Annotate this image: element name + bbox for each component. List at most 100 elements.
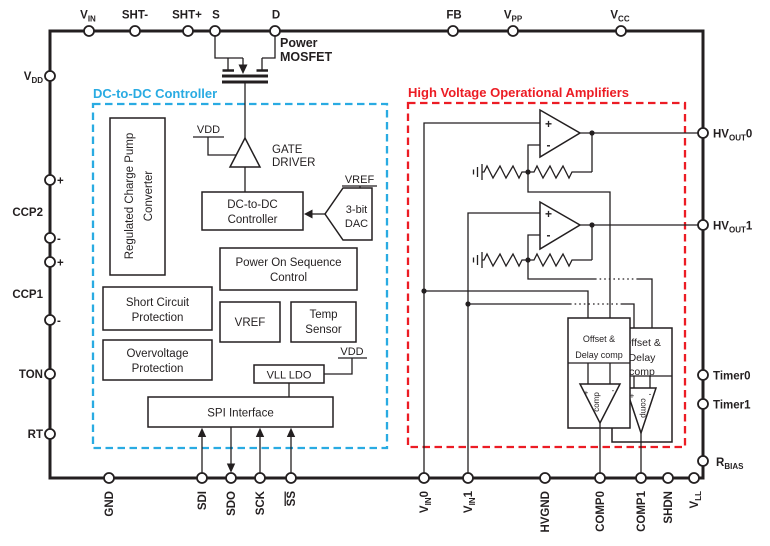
pin-sdo: [225, 472, 237, 484]
comp0-comp-label: comp: [592, 392, 601, 412]
opamp1-triangle-icon: [539, 200, 582, 251]
sdo-arrow-icon: [226, 463, 236, 473]
hv-dashed-box: [406, 101, 687, 449]
resistor1-icon: [482, 252, 592, 268]
pin-label-vll: VLL: [689, 491, 703, 509]
opamp0-plus: +: [545, 117, 552, 131]
pin-label-hvout1: HVOUT1: [713, 221, 753, 235]
comp1-label-line2: Delay: [629, 352, 657, 364]
posc-label-line1: Power On Sequence: [235, 257, 341, 269]
pin-rbias: [697, 455, 709, 467]
posc-label-line2: Control: [270, 272, 307, 284]
pin-sign-ccp1-plus: +: [57, 258, 64, 270]
pin-label-d: D: [272, 10, 280, 22]
pin-sign-ccp2-plus: +: [57, 176, 64, 188]
right-pin-labels: HVOUT0 HVOUT1 Timer0 Timer1 RBIAS: [713, 129, 753, 472]
dcdc-controller-label-line1: DC-to-DC: [227, 199, 277, 211]
pin-sck: [254, 472, 266, 484]
short-circuit-label-line1: Short Circuit: [126, 297, 190, 309]
pin-label-sht-neg: SHT-: [122, 10, 148, 22]
gate-driver: VDD GATE DRIVER: [193, 124, 315, 192]
pin-circles: [44, 25, 709, 484]
opamp1-minus: -: [547, 228, 551, 242]
temp-label-line1: Temp: [309, 309, 337, 321]
dcdc-section-title: DC-to-DC Controller: [93, 86, 217, 101]
pin-label-vcc: VCC: [610, 10, 629, 24]
mosfet-label-line2: MOSFET: [280, 50, 332, 64]
power-mosfet: Power MOSFET: [214, 31, 332, 139]
offset-delay-comp0: Offset & Delay comp + - comp: [567, 317, 631, 473]
pin-label-rbias: RBIAS: [716, 457, 744, 471]
pin-ton: [44, 368, 56, 380]
pin-label-comp1: COMP1: [636, 490, 648, 532]
pin-timer1: [697, 398, 709, 410]
pin-label-ccp1: CCP1: [12, 289, 43, 301]
comp1-label-line3: comp: [629, 366, 655, 378]
pin-hvout1: [697, 219, 709, 231]
pin-label-timer1: Timer1: [713, 400, 751, 412]
dac-label-line2: DAC: [345, 218, 368, 230]
vdd-ldo-rail-label: VDD: [340, 346, 363, 358]
pin-hvgnd: [539, 472, 551, 484]
pin-hvout0: [697, 127, 709, 139]
ss-arrow-icon: [286, 427, 296, 437]
comp0-triangle-icon: [578, 383, 622, 425]
spi-interface-block: SPI Interface: [147, 396, 334, 473]
comp0-plus: +: [584, 389, 589, 398]
gate-driver-label-line1: GATE: [272, 144, 303, 156]
pin-label-ton: TON: [19, 369, 43, 381]
gate-driver-label-line2: DRIVER: [272, 157, 315, 169]
charge-pump-label-line2: Converter: [143, 171, 155, 222]
comp1-plus: +: [630, 392, 635, 401]
ovp-label-line1: Overvoltage: [126, 348, 188, 360]
pin-shdn: [662, 472, 674, 484]
pin-label-vin1: VIN1: [463, 490, 477, 513]
comp1-comp-label: comp: [639, 398, 648, 418]
pin-fb: [447, 25, 459, 37]
pin-label-timer0: Timer0: [713, 371, 751, 383]
pin-s: [209, 25, 221, 37]
dcdc-controller-block: DC-to-DC Controller: [201, 191, 304, 231]
charge-pump-label-line1: Regulated Charge Pump: [124, 133, 136, 260]
sck-arrow-icon: [255, 427, 265, 437]
vdd-rail-label: VDD: [197, 124, 220, 136]
vll-ldo-block: VDD VLL LDO: [253, 346, 367, 397]
dac-block: VREF 3-bit DAC: [304, 174, 377, 241]
comp1-triangle-icon: [624, 387, 658, 436]
pin-label-comp0: COMP0: [595, 491, 607, 532]
comparator-routing: [424, 290, 635, 328]
resistor0-icon: [482, 164, 592, 180]
mosfet-label-line1: Power: [280, 36, 318, 50]
ovp-label-line2: Protection: [132, 363, 184, 375]
pin-label-sdi: SDI: [197, 491, 209, 510]
pin-label-vpp: VPP: [504, 10, 523, 24]
opamp1-plus: +: [545, 207, 552, 221]
pin-label-hvout0: HVOUT0: [713, 129, 752, 143]
comp0-label-line2: Delay comp: [575, 350, 623, 360]
ground0-icon: [472, 164, 483, 180]
pin-vin1: [462, 472, 474, 484]
pin-sdi: [196, 472, 208, 484]
chip-border: [48, 29, 705, 480]
pin-label-sht-pos: SHT+: [172, 10, 202, 22]
vll-ldo-label: VLL LDO: [267, 370, 312, 382]
pin-vll: [688, 472, 700, 484]
pin-sign-ccp2-minus: -: [57, 234, 61, 246]
bottom-pin-labels: GND SDI SDO SCK SS VIN0 VIN1 HVGND COMP0…: [104, 490, 703, 532]
pin-rt: [44, 428, 56, 440]
dac-arrow-icon: [304, 209, 313, 219]
overvoltage-block: Overvoltage Protection: [102, 339, 213, 381]
pin-label-rt: RT: [28, 429, 43, 441]
pin-vin: [83, 25, 95, 37]
comp1-minus: -: [649, 390, 652, 399]
left-pin-labels: VDD CCP2 CCP1 TON RT + - + -: [12, 71, 64, 441]
pin-comp0: [594, 472, 606, 484]
hv-section-title: High Voltage Operational Amplifiers: [408, 85, 629, 100]
pin-label-vin: VIN: [80, 10, 96, 24]
power-on-sequence-block: Power On Sequence Control: [219, 247, 358, 291]
pin-label-hvgnd: HVGND: [540, 491, 552, 533]
pin-vdd: [44, 70, 56, 82]
dac-pentagon: [324, 187, 373, 241]
dcdc-dashed-box: [91, 102, 389, 450]
pin-label-s: S: [212, 10, 220, 22]
